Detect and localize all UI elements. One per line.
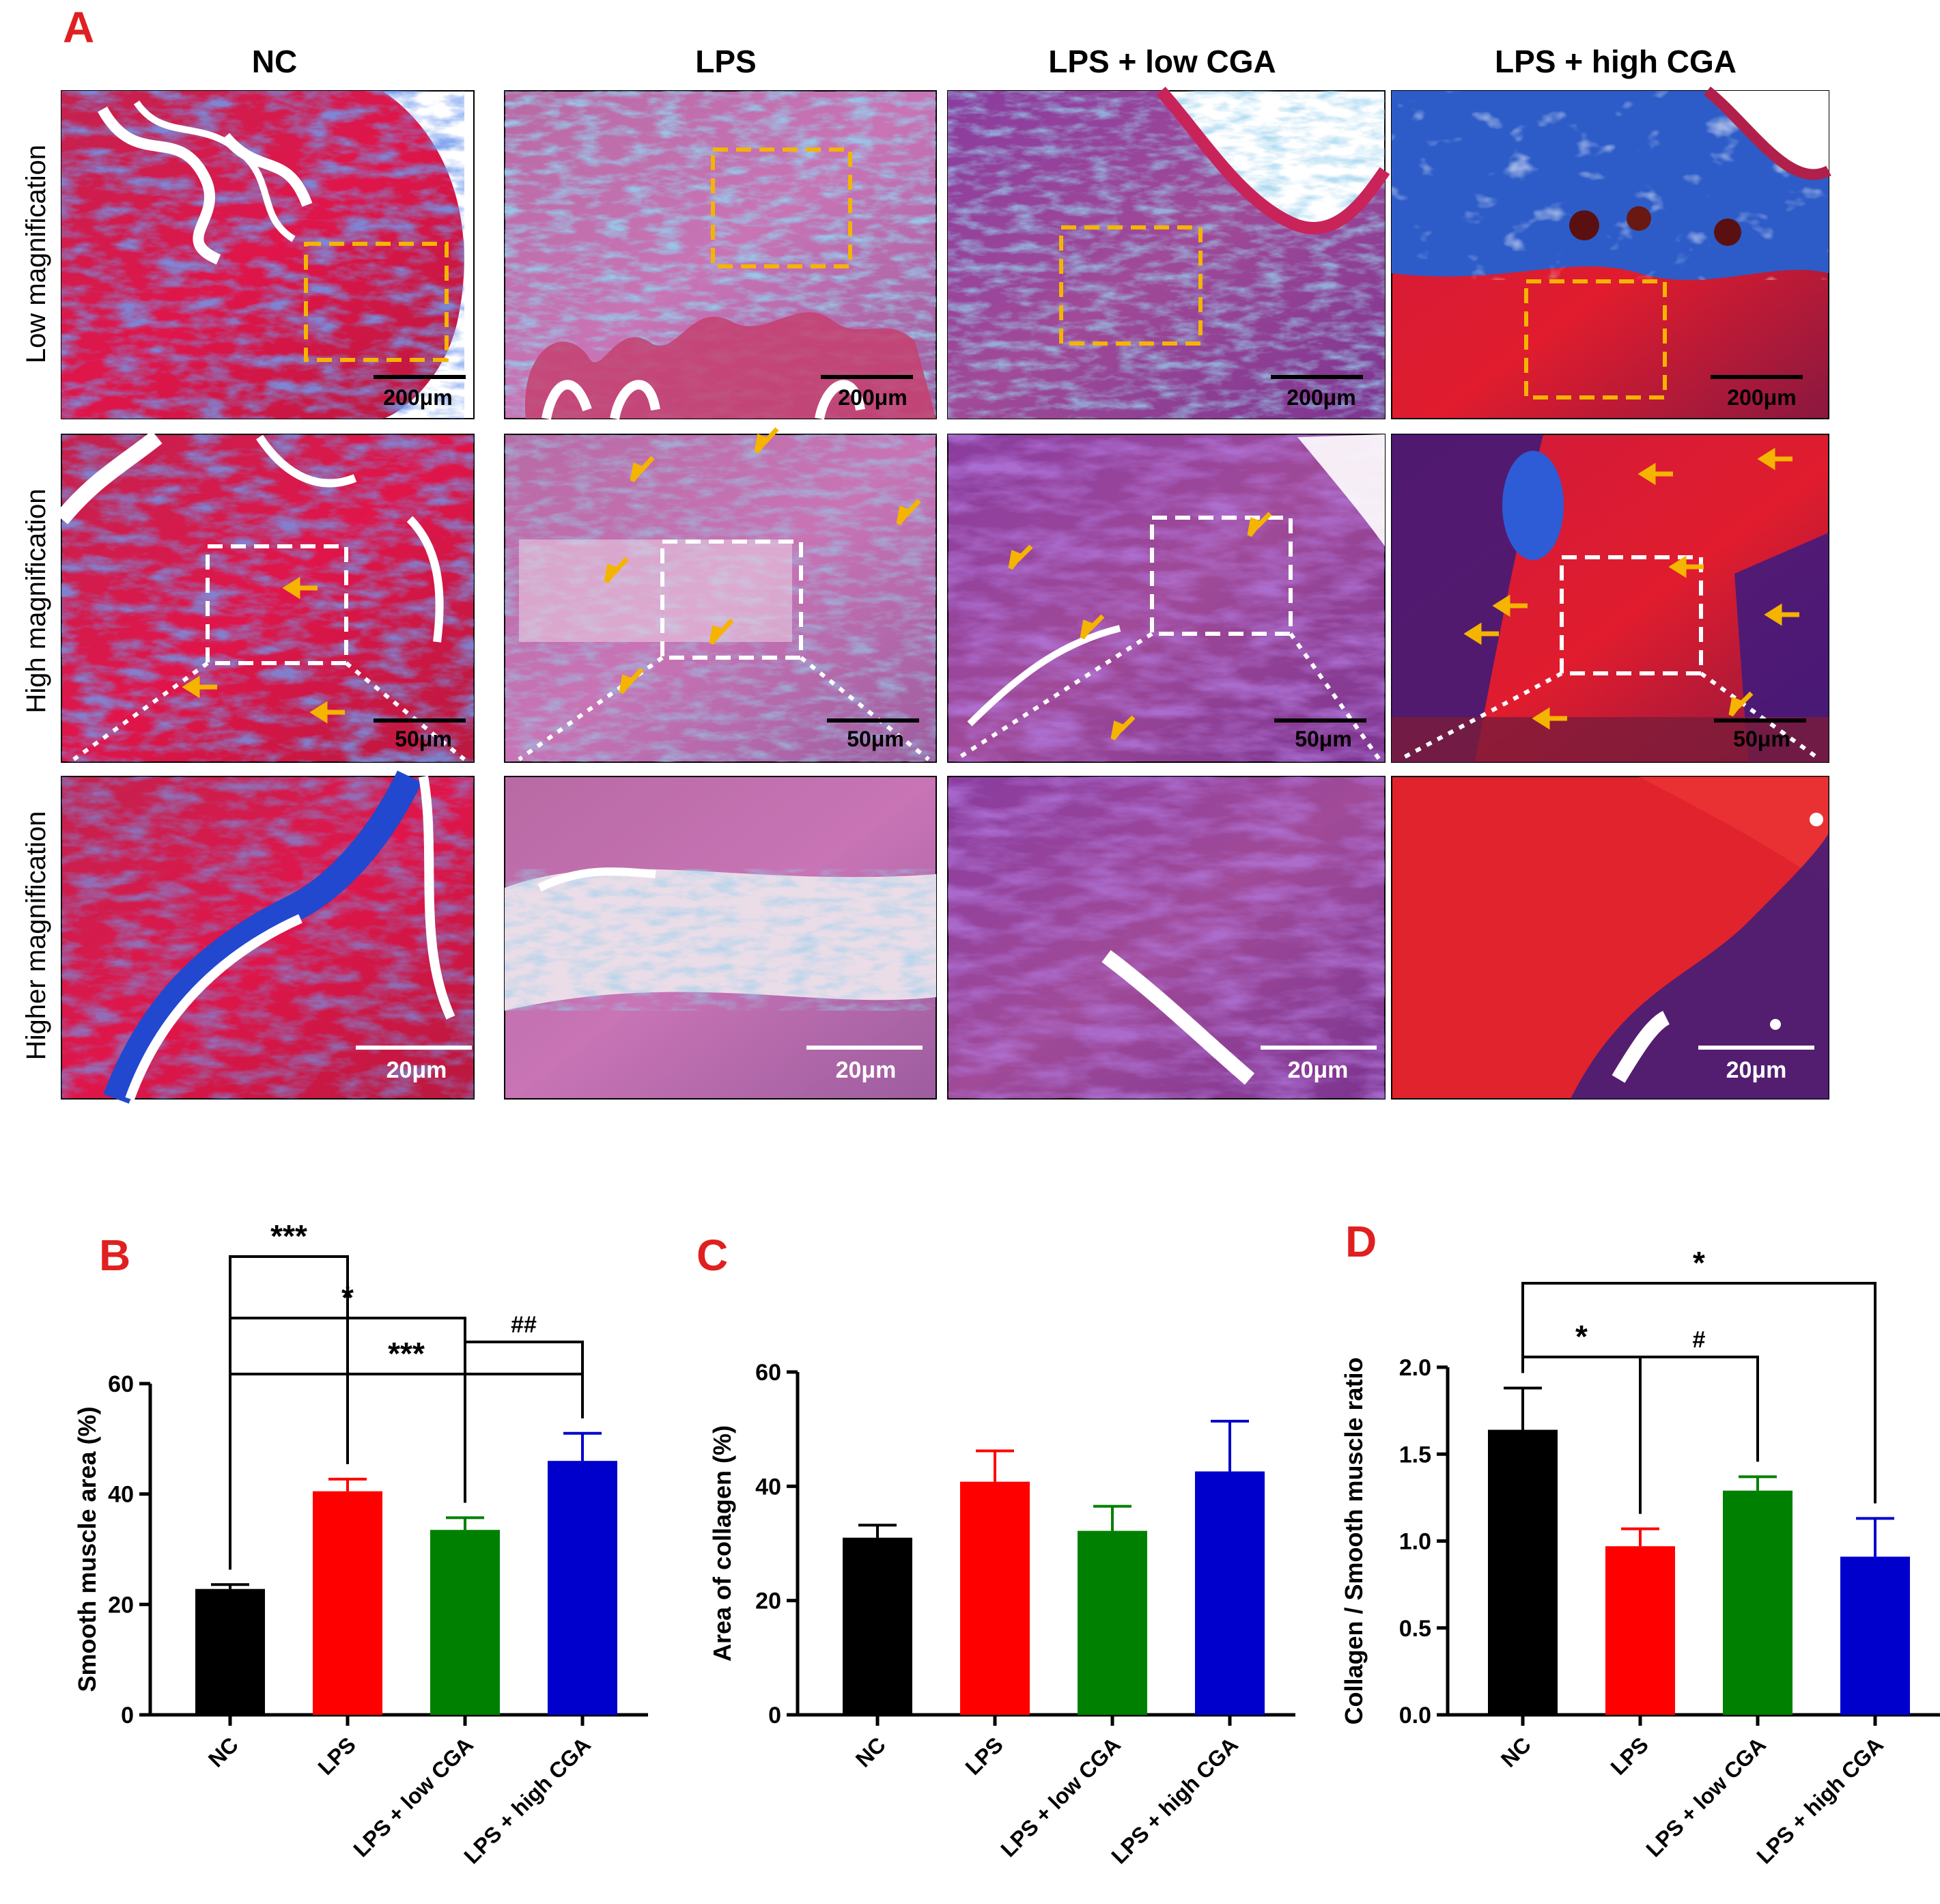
y-tick-label: 0.0 (1399, 1703, 1431, 1728)
y-axis-label: Collagen / Smooth muscle ratio (1340, 1357, 1368, 1724)
significance-bracket (464, 1341, 584, 1503)
scale-bar-label: 200μm (1727, 385, 1796, 410)
significance-bracket (1521, 1282, 1876, 1504)
bar (1605, 1546, 1675, 1715)
x-tick-label: LPS + low CGA (996, 1732, 1125, 1862)
scale-bar-label: 200μm (838, 385, 907, 410)
significance-label: * (1575, 1319, 1588, 1354)
x-tick-label: LPS + high CGA (1106, 1732, 1243, 1868)
y-tick-label: 1.5 (1399, 1442, 1431, 1468)
y-axis-label: Smooth muscle area (%) (73, 1406, 101, 1692)
row-title-high-magnification: High magnification (21, 488, 51, 713)
scale-bar-label: 50μm (1295, 727, 1352, 751)
significance-bracket (229, 1255, 349, 1570)
x-tick-label: NC (1496, 1732, 1536, 1772)
significance-bracket (229, 1373, 584, 1570)
x-tick-label: LPS + low CGA (348, 1732, 478, 1862)
y-tick-label: 40 (755, 1474, 781, 1500)
y-tick-label: 20 (755, 1588, 781, 1614)
y-tick-label: 40 (108, 1482, 134, 1508)
panel-letter: D (1345, 1217, 1377, 1266)
scale-bar-label: 200μm (1287, 385, 1355, 410)
significance-bracket (1639, 1356, 1759, 1514)
y-tick-label: 1.0 (1399, 1529, 1431, 1555)
image-lps-low-magnification: 200μm (504, 90, 937, 420)
scale-bar-label: 200μm (383, 385, 452, 410)
bar (430, 1530, 500, 1715)
y-tick-label: 60 (755, 1360, 781, 1386)
panel-a-micrograph-grid: A NC LPS LPS + low CGA LPS + high CGA Lo… (21, 3, 1831, 1104)
image-nc-low-magnification: 200μm (61, 90, 475, 419)
bar (1195, 1471, 1265, 1715)
row-title-higher-magnification: Higher magnification (21, 811, 51, 1061)
x-tick-label: LPS (1605, 1732, 1653, 1779)
panel-letter: C (697, 1231, 728, 1280)
panel-letter: B (99, 1231, 130, 1280)
significance-label: ## (511, 1312, 537, 1338)
column-title-lps-low-cga: LPS + low CGA (1048, 44, 1276, 79)
scale-bar-label: 20μm (1288, 1057, 1349, 1083)
significance-label: *** (388, 1336, 425, 1371)
y-tick-label: 0.5 (1399, 1616, 1431, 1642)
column-title-lps-high-cga: LPS + high CGA (1495, 44, 1737, 79)
x-tick-label: LPS + high CGA (459, 1732, 595, 1868)
image-lps-high-magnification: 50μm (504, 427, 937, 763)
bar (843, 1537, 912, 1715)
y-tick-label: 0 (768, 1703, 781, 1728)
y-axis-label: Area of collagen (%) (708, 1425, 736, 1662)
significance-label: *** (270, 1218, 307, 1254)
image-nc-high-magnification: 50μm (55, 430, 475, 763)
x-tick-label: NC (203, 1732, 243, 1772)
image-lps-low-cga-low-magnification: 200μm (947, 86, 1390, 419)
bar (195, 1588, 265, 1715)
column-title-lps: LPS (695, 44, 756, 79)
image-lps-high-cga-low-magnification: 200μm (1391, 86, 1831, 419)
image-lps-low-cga-high-magnification: 50μm (947, 434, 1386, 763)
x-tick-label: LPS (960, 1732, 1007, 1779)
image-lps-higher-magnification: 20μm (504, 776, 937, 1100)
x-tick-label: LPS + low CGA (1641, 1732, 1771, 1862)
bar (1488, 1429, 1558, 1715)
scale-bar-label: 20μm (386, 1057, 447, 1083)
significance-label: * (1693, 1245, 1705, 1280)
image-nc-higher-magnification: 20μm (61, 770, 475, 1104)
image-lps-high-cga-higher-magnification: 20μm (1391, 776, 1829, 1100)
scale-bar-label: 50μm (847, 727, 904, 751)
scale-bar-label: 50μm (1733, 727, 1790, 751)
bar (548, 1461, 617, 1715)
x-tick-label: LPS + high CGA (1752, 1732, 1888, 1868)
y-tick-label: 20 (108, 1592, 134, 1618)
bar (1078, 1530, 1147, 1715)
image-lps-low-cga-higher-magnification: 20μm (947, 776, 1386, 1100)
y-tick-label: 60 (108, 1371, 134, 1397)
column-title-nc: NC (252, 44, 297, 79)
scale-bar-label: 20μm (836, 1057, 897, 1083)
scale-bar-label: 50μm (395, 727, 452, 751)
y-tick-label: 0 (121, 1703, 134, 1728)
bar (313, 1491, 382, 1715)
y-tick-label: 2.0 (1399, 1355, 1431, 1381)
scale-bar-label: 20μm (1726, 1057, 1787, 1083)
bar (960, 1481, 1030, 1715)
x-tick-label: LPS (313, 1732, 360, 1779)
chart-d-collagen-smooth-muscle-ratio: D 0.0 0.5 1.0 1.5 2.0 Collagen / Smooth muscle… (1340, 1217, 1940, 1868)
panel-a-letter: A (63, 3, 94, 52)
row-title-low-magnification: Low magnification (21, 145, 51, 363)
x-tick-label: NC (851, 1732, 890, 1772)
bar (1723, 1490, 1793, 1715)
image-lps-high-cga-high-magnification: 50μm (1391, 434, 1829, 763)
bar (1840, 1556, 1910, 1715)
significance-label: # (1693, 1327, 1706, 1353)
